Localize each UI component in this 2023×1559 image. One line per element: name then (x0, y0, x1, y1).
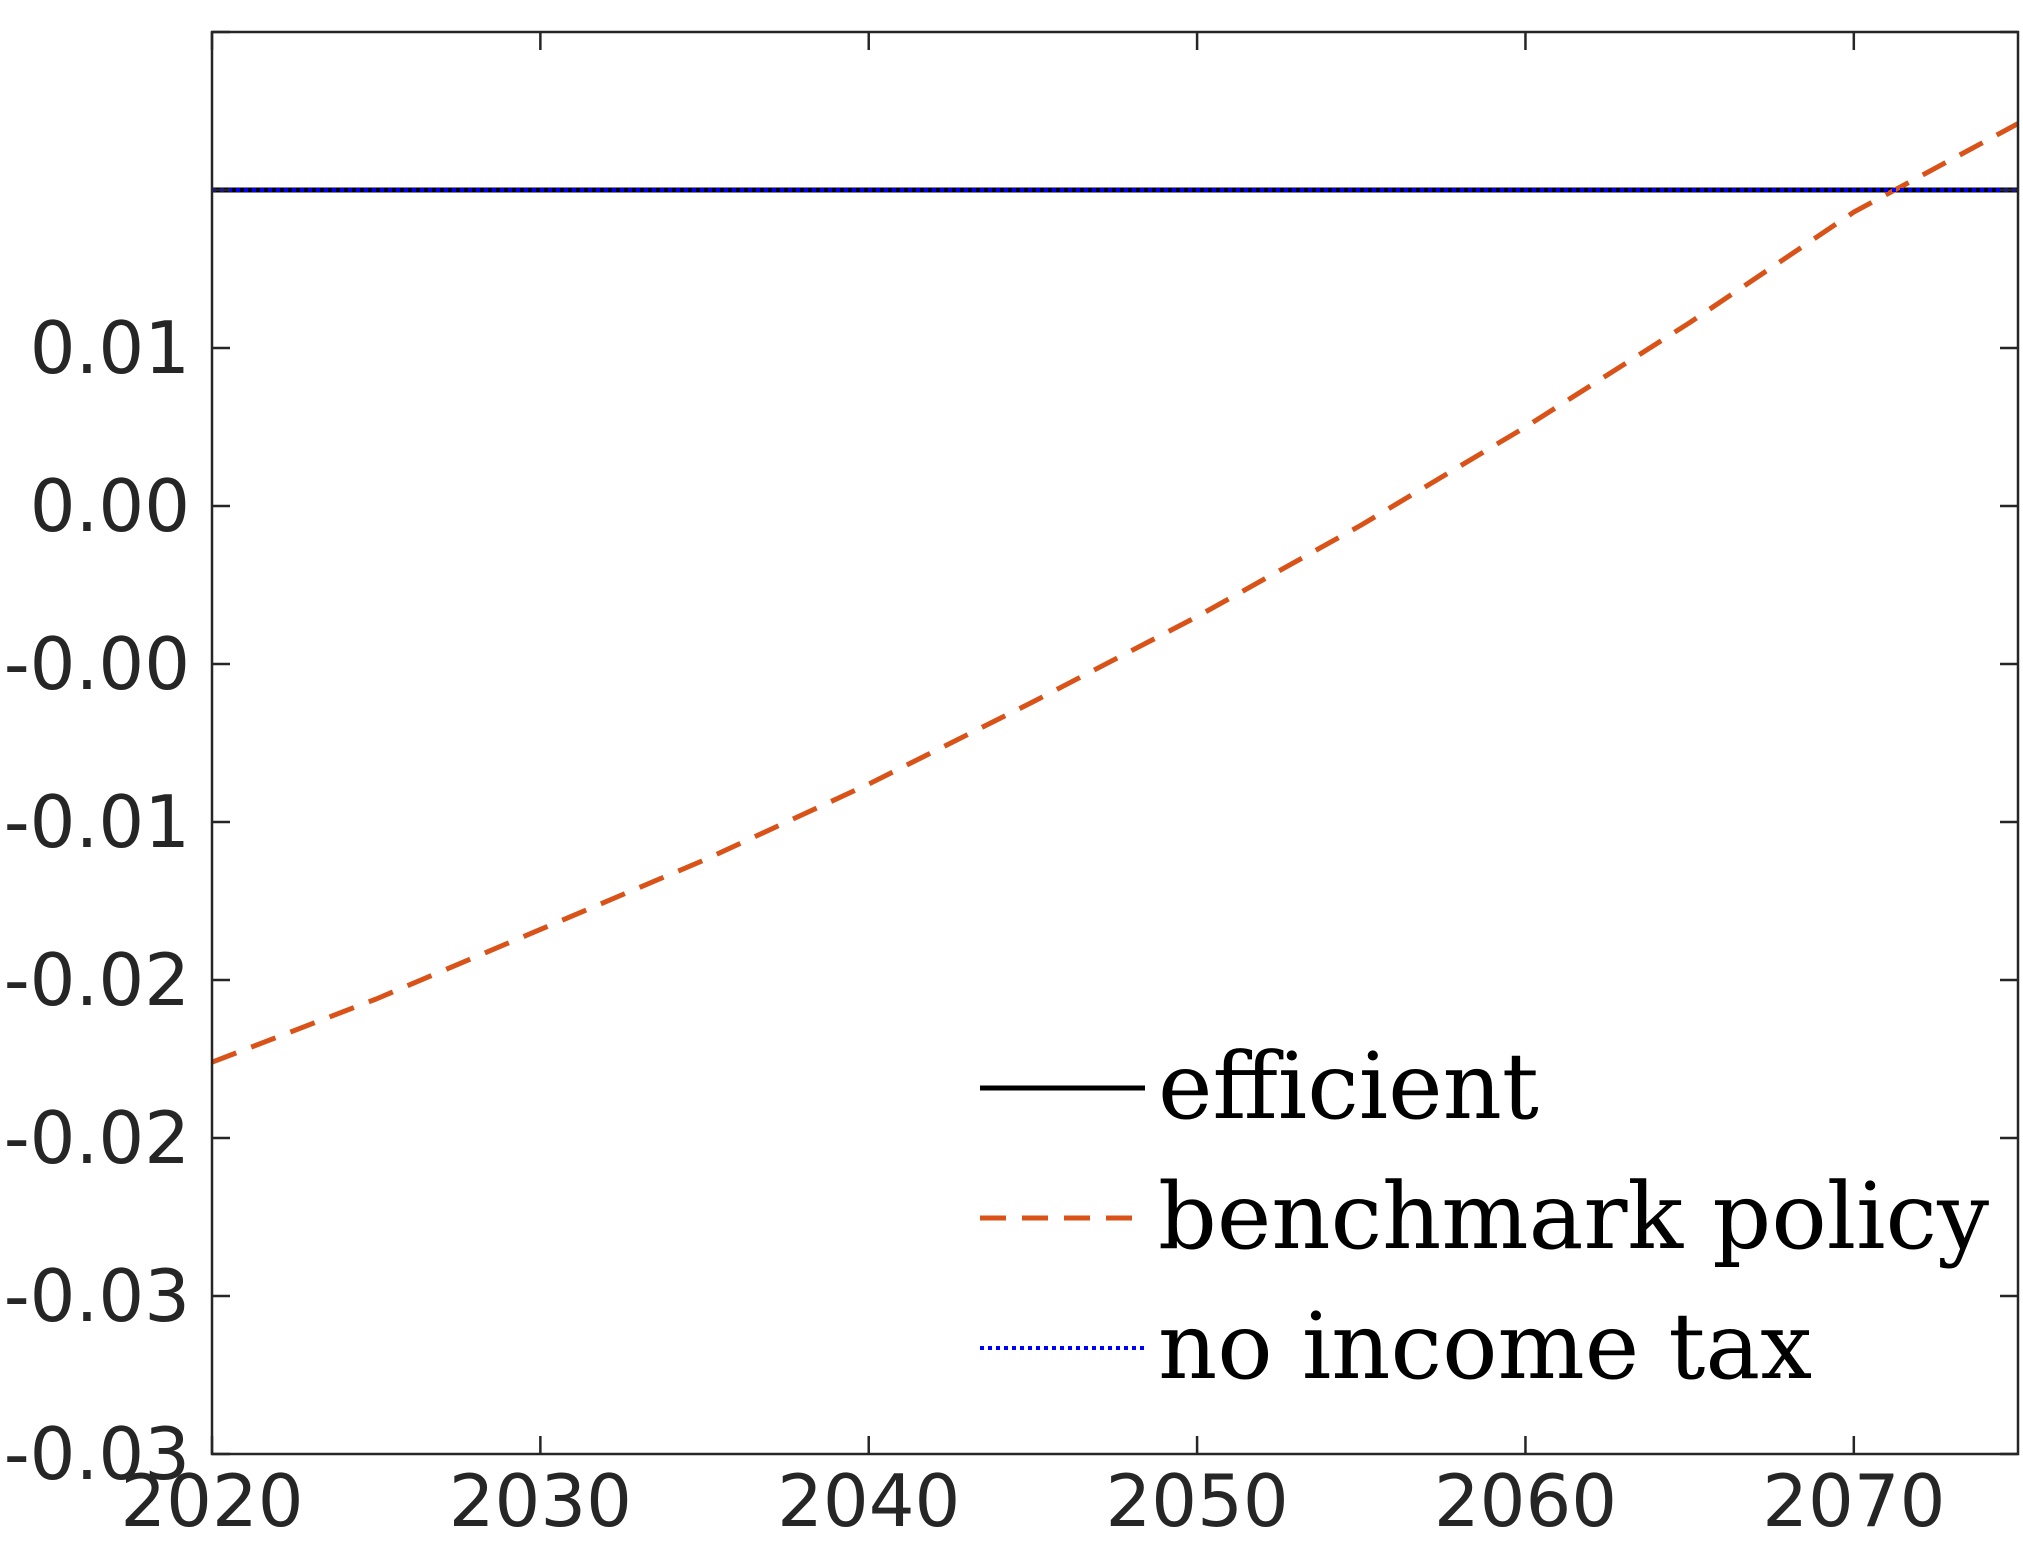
y-tick-label: -0.02 (4, 938, 190, 1022)
y-tick-label: -0.02 (4, 1096, 190, 1180)
legend-label-2: benchmark policy (1158, 1163, 1989, 1270)
y-tick-label: -0.01 (4, 780, 190, 864)
x-tick-label: 2020 (120, 1459, 303, 1543)
x-tick-label: 2060 (1434, 1459, 1617, 1543)
x-tick-label: 2050 (1105, 1459, 1288, 1543)
series-line-2 (211, 121, 2020, 1065)
axes-box (210, 30, 2020, 1456)
x-tick-label: 2040 (777, 1459, 960, 1543)
y-tick-label: -0.00 (4, 622, 190, 706)
legend-label-3: no income tax (1158, 1293, 1812, 1400)
series-layer (211, 121, 2020, 1065)
y-tick-label: -0.03 (4, 1412, 190, 1496)
y-tick-label: 0.00 (30, 464, 190, 548)
axes-layer: 2020 2030 2040 2050 2060 2070 -0.03 -0.03 -0.02 -… (4, 30, 2020, 1543)
y-tick-label: -0.03 (4, 1254, 190, 1338)
x-tick-label: 2030 (449, 1459, 632, 1543)
legend-label-1: efficient (1158, 1033, 1539, 1140)
legend: efficient benchmark policy no income tax (980, 1033, 1989, 1400)
x-tick-label: 2070 (1762, 1459, 1945, 1543)
y-tick-label: 0.01 (30, 306, 190, 390)
